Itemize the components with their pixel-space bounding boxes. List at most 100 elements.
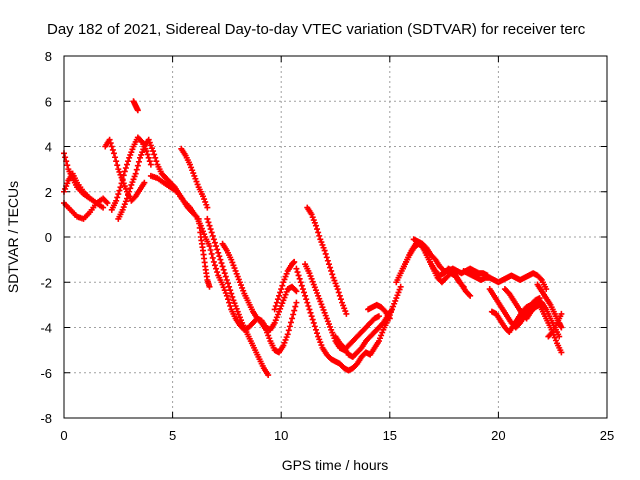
data-point xyxy=(147,142,154,149)
data-point xyxy=(536,295,543,302)
data-point xyxy=(145,136,152,143)
data-point xyxy=(292,303,299,310)
data-point xyxy=(200,193,207,200)
series-arc9 xyxy=(178,145,211,211)
data-point xyxy=(467,292,474,299)
data-point xyxy=(293,299,300,306)
data-point xyxy=(238,282,245,289)
data-point xyxy=(277,289,284,296)
data-point xyxy=(333,283,340,290)
data-point xyxy=(325,321,332,328)
data-point xyxy=(309,316,316,323)
data-point xyxy=(308,275,315,282)
data-point xyxy=(303,296,310,303)
data-point xyxy=(325,261,332,268)
data-point xyxy=(543,286,550,293)
data-point xyxy=(276,292,283,299)
data-point xyxy=(137,154,144,161)
data-point xyxy=(221,270,228,277)
axis-tick-labels: 0 5 10 15 20 25 -8 -6 -4 -2 0 2 4 6 8 xyxy=(40,49,614,443)
data-point xyxy=(223,276,230,283)
data-point xyxy=(116,187,123,194)
data-point xyxy=(320,244,327,251)
data-point xyxy=(280,342,287,349)
data-point xyxy=(127,151,134,158)
data-point xyxy=(299,286,306,293)
data-point xyxy=(391,300,398,307)
data-point xyxy=(64,162,71,169)
data-point xyxy=(216,253,223,260)
data-point xyxy=(229,259,236,266)
data-point xyxy=(135,158,142,165)
data-point xyxy=(150,148,157,155)
y-axis-label: SDTVAR / TECUs xyxy=(5,181,21,293)
x-tick-label: 10 xyxy=(274,428,288,443)
data-point xyxy=(209,254,216,261)
data-point xyxy=(314,289,321,296)
data-point xyxy=(188,164,195,171)
data-point xyxy=(219,263,226,270)
data-point xyxy=(292,287,299,294)
data-point xyxy=(190,170,197,177)
data-point xyxy=(332,280,339,287)
y-tick-label: -6 xyxy=(40,366,52,381)
x-tick-label: 25 xyxy=(600,428,614,443)
data-point xyxy=(205,219,212,226)
data-point xyxy=(129,179,136,186)
data-point xyxy=(107,140,114,147)
data-point xyxy=(264,329,271,336)
data-point xyxy=(132,170,139,177)
data-point xyxy=(223,292,230,299)
data-point xyxy=(104,200,111,207)
data-point xyxy=(317,339,324,346)
y-tick-label: 6 xyxy=(45,94,52,109)
data-point xyxy=(116,168,123,175)
data-point xyxy=(112,154,119,161)
data-point xyxy=(221,287,228,294)
data-point xyxy=(276,308,283,315)
y-tick-label: -8 xyxy=(40,411,52,426)
series-arc4 xyxy=(102,136,148,204)
data-point xyxy=(339,299,346,306)
data-point xyxy=(551,334,558,341)
data-point xyxy=(284,331,291,338)
y-tick-label: 0 xyxy=(45,230,52,245)
data-point xyxy=(194,181,201,188)
data-point xyxy=(322,312,329,319)
data-point xyxy=(322,250,329,257)
data-point xyxy=(128,149,135,156)
data-point xyxy=(191,211,198,218)
series-arc22 xyxy=(460,267,550,293)
data-point xyxy=(122,164,129,171)
data-point xyxy=(207,226,214,233)
data-point xyxy=(62,185,69,192)
data-point xyxy=(222,289,229,296)
data-point xyxy=(395,289,402,296)
data-point xyxy=(115,191,122,198)
data-point xyxy=(227,303,234,310)
data-point xyxy=(218,260,225,267)
data-point xyxy=(110,150,117,157)
data-point xyxy=(280,297,287,304)
data-point xyxy=(207,247,214,254)
series-arc14 xyxy=(293,265,404,374)
data-point xyxy=(189,167,196,174)
data-point xyxy=(319,304,326,311)
data-point xyxy=(126,188,133,195)
data-point xyxy=(335,289,342,296)
x-tick-label: 0 xyxy=(60,428,67,443)
data-point xyxy=(314,330,321,337)
data-point xyxy=(206,243,213,250)
data-point xyxy=(312,326,319,333)
data-point xyxy=(323,315,330,322)
data-point xyxy=(336,292,343,299)
data-point xyxy=(148,145,155,152)
data-point xyxy=(272,317,279,324)
data-point xyxy=(279,282,286,289)
data-point xyxy=(297,279,304,286)
data-point xyxy=(235,311,242,318)
data-point xyxy=(206,222,213,229)
data-point xyxy=(193,178,200,185)
data-point xyxy=(265,372,272,379)
